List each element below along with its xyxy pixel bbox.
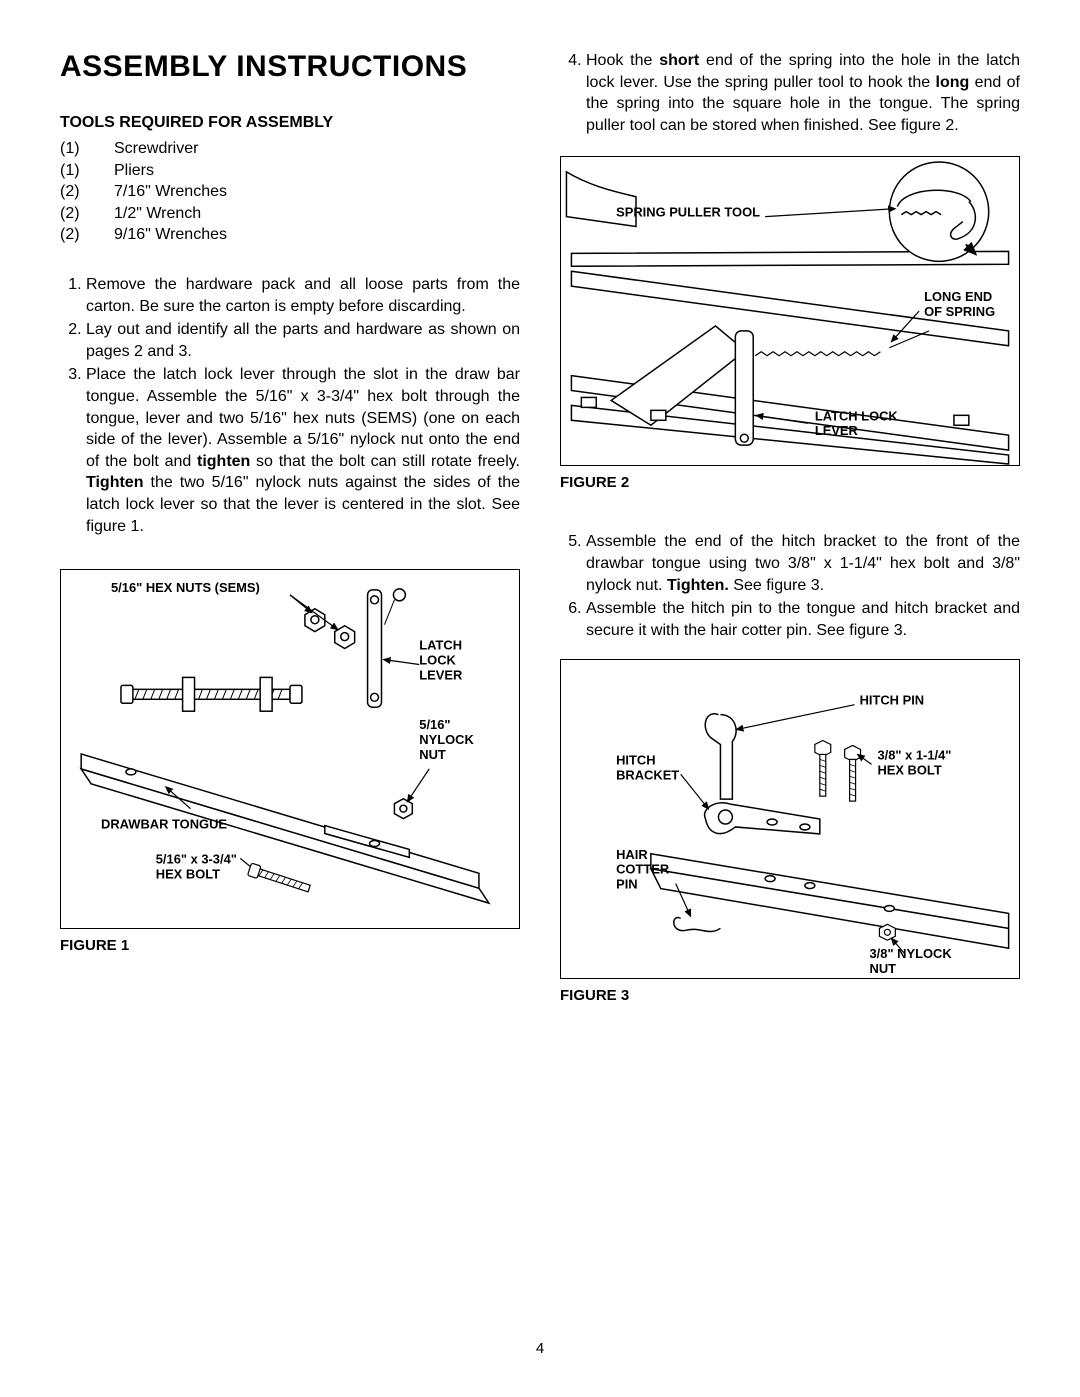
tool-qty: (2) [60,181,114,203]
steps-list-left: Remove the hardware pack and all loose p… [60,274,520,537]
figure-2-caption: FIGURE 2 [560,474,1020,491]
label-haircotter-l1: HAIR [616,847,648,862]
step-5: Assemble the end of the hitch bracket to… [586,531,1020,596]
page-number: 4 [0,1340,1080,1357]
label-nylock-l1: 5/16" [419,717,450,732]
label-longend-l2: OF SPRING [924,304,995,319]
label-longend-l1: LONG END [924,289,992,304]
step-6: Assemble the hitch pin to the tongue and… [586,598,1020,641]
label-hexbolt3-l2: HEX BOLT [877,763,941,778]
label-hexbolt-l2: HEX BOLT [156,866,220,881]
label-hitch-bracket-l1: HITCH [616,753,655,768]
tool-name: 1/2" Wrench [114,203,201,225]
label-hex-nuts: 5/16" HEX NUTS (SEMS) [111,580,260,595]
tool-qty: (2) [60,224,114,246]
figure-1-box: 5/16" HEX NUTS (SEMS) LATCH LOCK LEVER 5… [60,569,520,929]
label-drawbar: DRAWBAR TONGUE [101,817,227,832]
two-column-layout: ASSEMBLY INSTRUCTIONS TOOLS REQUIRED FOR… [60,50,1020,1024]
tool-name: 7/16" Wrenches [114,181,227,203]
label-nylock3-l2: NUT [870,961,897,976]
tool-name: 9/16" Wrenches [114,224,227,246]
page: ASSEMBLY INSTRUCTIONS TOOLS REQUIRED FOR… [0,0,1080,1397]
steps-list-right-top: Hook the short end of the spring into th… [560,50,1020,136]
label-spring-puller: SPRING PULLER TOOL [616,205,760,220]
figure-3-box: HITCH PIN HITCH BRACKET 3/8" x 1-1/4" HE… [560,659,1020,979]
tool-qty: (2) [60,203,114,225]
label-haircotter-l2: COTTER [616,862,670,877]
label-latchlock-l1: LATCH LOCK [815,409,899,424]
step-3: Place the latch lock lever through the s… [86,364,520,537]
figure-1-diagram: 5/16" HEX NUTS (SEMS) LATCH LOCK LEVER 5… [61,570,519,928]
tool-qty: (1) [60,160,114,182]
tool-name: Pliers [114,160,154,182]
tool-row: (2) 7/16" Wrenches [60,181,520,203]
label-haircotter-l3: PIN [616,877,638,892]
page-title: ASSEMBLY INSTRUCTIONS [60,50,520,84]
label-hexbolt3-l1: 3/8" x 1-1/4" [877,748,951,763]
figure-2-box: SPRING PULLER TOOL LONG END OF SPRING LA… [560,156,1020,466]
label-latch-l2: LOCK [419,653,456,668]
tool-qty: (1) [60,138,114,160]
left-column: ASSEMBLY INSTRUCTIONS TOOLS REQUIRED FOR… [60,50,520,1024]
figure-2-diagram: SPRING PULLER TOOL LONG END OF SPRING LA… [561,157,1019,465]
figure-3-diagram: HITCH PIN HITCH BRACKET 3/8" x 1-1/4" HE… [561,660,1019,978]
label-hexbolt-l1: 5/16" x 3-3/4" [156,851,237,866]
label-nylock-l2: NYLOCK [419,732,474,747]
step-4: Hook the short end of the spring into th… [586,50,1020,136]
label-latchlock-l2: LEVER [815,424,859,439]
label-hitch-bracket-l2: BRACKET [616,768,679,783]
tool-row: (2) 1/2" Wrench [60,203,520,225]
figure-1-caption: FIGURE 1 [60,937,520,954]
step-1: Remove the hardware pack and all loose p… [86,274,520,317]
tool-row: (1) Pliers [60,160,520,182]
right-column: Hook the short end of the spring into th… [560,50,1020,1024]
label-nylock3-l1: 3/8" NYLOCK [870,946,953,961]
label-nylock-l3: NUT [419,747,446,762]
tool-row: (1) Screwdriver [60,138,520,160]
label-hitch-pin: HITCH PIN [860,693,925,708]
tool-name: Screwdriver [114,138,198,160]
step-2: Lay out and identify all the parts and h… [86,319,520,362]
figure-3-caption: FIGURE 3 [560,987,1020,1004]
steps-list-right-bottom: Assemble the end of the hitch bracket to… [560,531,1020,641]
tools-heading: TOOLS REQUIRED FOR ASSEMBLY [60,114,520,132]
label-latch-l1: LATCH [419,638,462,653]
tools-list: (1) Screwdriver (1) Pliers (2) 7/16" Wre… [60,138,520,246]
tool-row: (2) 9/16" Wrenches [60,224,520,246]
label-latch-l3: LEVER [419,667,463,682]
